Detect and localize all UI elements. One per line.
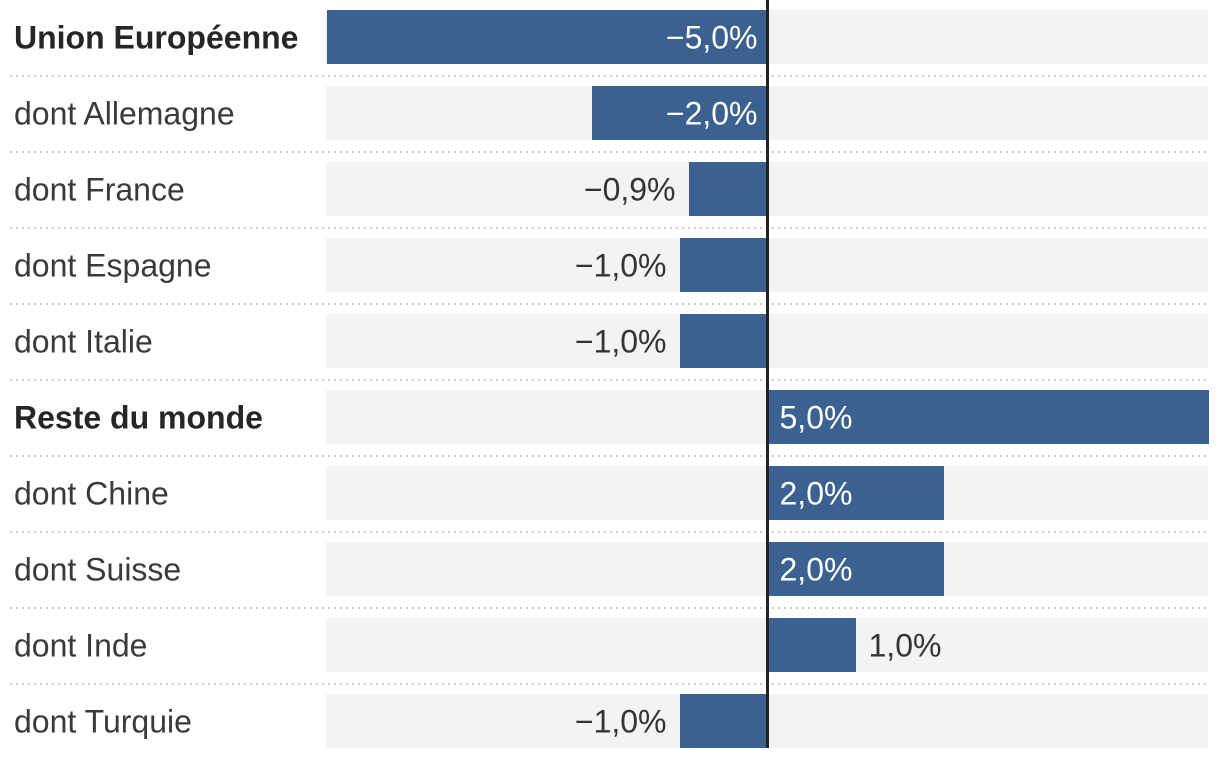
chart-row: dont Allemagne −2,0% bbox=[0, 76, 1220, 153]
value-label: −1,0% bbox=[574, 323, 667, 360]
value-label: 5,0% bbox=[779, 399, 853, 436]
row-separator bbox=[10, 75, 1208, 77]
row-separator bbox=[10, 531, 1208, 533]
category-label: dont Espagne bbox=[14, 247, 212, 284]
chart-row: dont France −0,9% bbox=[0, 152, 1220, 229]
bar bbox=[688, 162, 768, 216]
zero-baseline bbox=[766, 0, 769, 748]
bar bbox=[767, 618, 856, 672]
value-label: −1,0% bbox=[574, 703, 667, 740]
row-separator bbox=[10, 607, 1208, 609]
chart-row: dont Espagne −1,0% bbox=[0, 228, 1220, 305]
chart-row: dont Suisse 2,0% bbox=[0, 532, 1220, 609]
row-separator bbox=[10, 227, 1208, 229]
row-separator bbox=[10, 303, 1208, 305]
bar bbox=[679, 314, 768, 368]
row-separator bbox=[10, 455, 1208, 457]
chart-row: dont Italie −1,0% bbox=[0, 304, 1220, 381]
chart-row: Union Européenne −5,0% bbox=[0, 0, 1220, 77]
bar bbox=[767, 466, 944, 520]
row-separator bbox=[10, 151, 1208, 153]
chart-row: dont Inde 1,0% bbox=[0, 608, 1220, 685]
bar bbox=[326, 10, 768, 64]
category-label: dont Suisse bbox=[14, 551, 182, 588]
category-label: Reste du monde bbox=[14, 399, 263, 436]
bar bbox=[591, 86, 768, 140]
bar bbox=[767, 390, 1209, 444]
value-label: −1,0% bbox=[574, 247, 667, 284]
category-label: dont Turquie bbox=[14, 703, 192, 740]
value-label: 1,0% bbox=[868, 627, 942, 664]
row-separator bbox=[10, 379, 1208, 381]
bar bbox=[679, 238, 768, 292]
category-label: dont Italie bbox=[14, 323, 153, 360]
chart-row: dont Turquie −1,0% bbox=[0, 684, 1220, 760]
value-label: 2,0% bbox=[779, 475, 853, 512]
value-label: −5,0% bbox=[665, 19, 758, 56]
value-label: −2,0% bbox=[665, 95, 758, 132]
category-label: dont Allemagne bbox=[14, 95, 235, 132]
chart-row: dont Chine 2,0% bbox=[0, 456, 1220, 533]
value-label: 2,0% bbox=[779, 551, 853, 588]
category-label: dont Inde bbox=[14, 627, 148, 664]
row-separator bbox=[10, 683, 1208, 685]
category-label: dont France bbox=[14, 171, 185, 208]
category-label: Union Européenne bbox=[14, 19, 299, 56]
category-label: dont Chine bbox=[14, 475, 169, 512]
value-label: −0,9% bbox=[583, 171, 676, 208]
chart-row: Reste du monde 5,0% bbox=[0, 380, 1220, 457]
bar bbox=[679, 694, 768, 748]
bar bbox=[767, 542, 944, 596]
